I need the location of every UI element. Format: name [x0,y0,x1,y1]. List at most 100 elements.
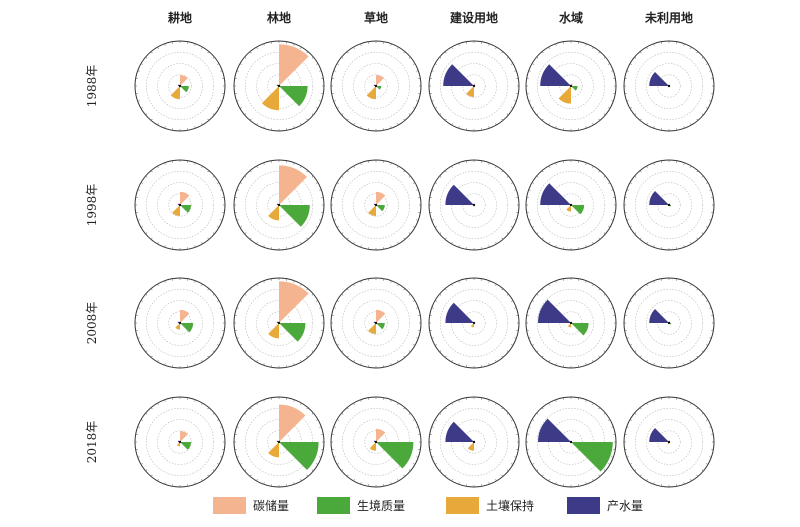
grid-circle [462,430,486,454]
tick-mark [646,165,648,168]
tick-mark [541,51,544,54]
tick-mark [244,469,247,472]
tick-mark [603,293,606,296]
soil-retention-petal [470,323,474,328]
tick-mark [488,363,490,366]
center-dot [178,84,182,88]
tick-mark [626,219,629,221]
tick-mark [634,293,637,296]
tick-mark [709,307,712,309]
center-dot [277,84,281,88]
tick-mark [629,226,632,228]
grid-circle [364,311,388,335]
tick-mark [207,118,210,121]
tick-mark [683,482,685,485]
water-yield-petal [443,64,474,86]
tick-mark [653,399,655,402]
tick-mark [413,182,416,184]
tick-mark [439,469,442,472]
tick-mark [626,70,629,72]
tick-mark [555,245,557,248]
tick-mark [683,43,685,46]
tick-mark [333,100,336,102]
tick-mark [495,46,497,49]
row-title: 1988年 [85,65,99,108]
tick-mark [164,363,166,366]
tick-mark [690,242,692,245]
tick-mark [360,245,362,248]
tick-mark [293,245,295,248]
tick-mark [701,293,704,296]
tick-mark [150,51,153,54]
tick-mark [488,126,490,129]
tick-mark [341,293,344,296]
tick-mark [434,419,437,421]
tick-mark [413,63,416,65]
tick-mark [293,482,295,485]
grid-circle [439,170,509,240]
tick-mark [701,469,704,472]
tick-mark [212,412,215,415]
tick-mark [263,482,265,485]
grid-circle [364,74,388,98]
tick-mark [311,412,314,415]
tick-mark [319,70,322,72]
tick-mark [157,283,159,286]
tick-mark [390,280,392,283]
tick-mark [541,355,544,358]
tick-mark [194,245,196,248]
tick-mark [413,344,416,346]
tick-mark [157,479,159,482]
tick-mark [431,189,434,191]
tick-mark [555,482,557,485]
tick-mark [555,126,557,129]
tick-mark [164,280,166,283]
tick-mark [683,280,685,283]
tick-mark [201,360,203,363]
tick-mark [416,456,419,458]
rose-chart-cell [233,396,325,488]
tick-mark [690,283,692,286]
tick-mark [514,219,517,221]
tick-mark [244,412,247,415]
tick-mark [311,350,314,353]
tick-mark [514,456,517,458]
tick-mark [444,118,447,121]
tick-mark [413,226,416,228]
tick-mark [585,245,587,248]
tick-mark [408,232,411,235]
tick-mark [236,100,239,102]
tick-mark [629,344,632,346]
tick-mark [629,300,632,302]
tick-mark [263,245,265,248]
tick-mark [696,51,699,54]
tick-mark [634,113,637,116]
rose-chart-cell [525,277,617,369]
center-dot [374,440,378,444]
habitat-quality-petal [180,442,191,450]
tick-mark [536,469,539,472]
tick-mark [646,402,648,405]
tick-mark [341,113,344,116]
habitat-quality-petal [571,442,613,472]
tick-mark [639,118,642,121]
rose-chart-cell [134,396,226,488]
tick-mark [536,350,539,353]
tick-mark [390,482,392,485]
tick-mark [646,479,648,482]
tick-mark [137,456,140,458]
tick-mark [157,242,159,245]
tick-mark [164,162,166,165]
tick-mark [346,288,349,291]
tick-mark [653,482,655,485]
tick-mark [608,419,611,421]
tick-mark [603,113,606,116]
tick-mark [653,280,655,283]
tick-mark [249,355,252,358]
grid-circle [145,407,215,477]
tick-mark [634,175,637,178]
tick-mark [501,407,504,410]
carbon-storage-petal [180,191,190,205]
tick-mark [626,426,629,428]
tick-mark [239,107,242,109]
